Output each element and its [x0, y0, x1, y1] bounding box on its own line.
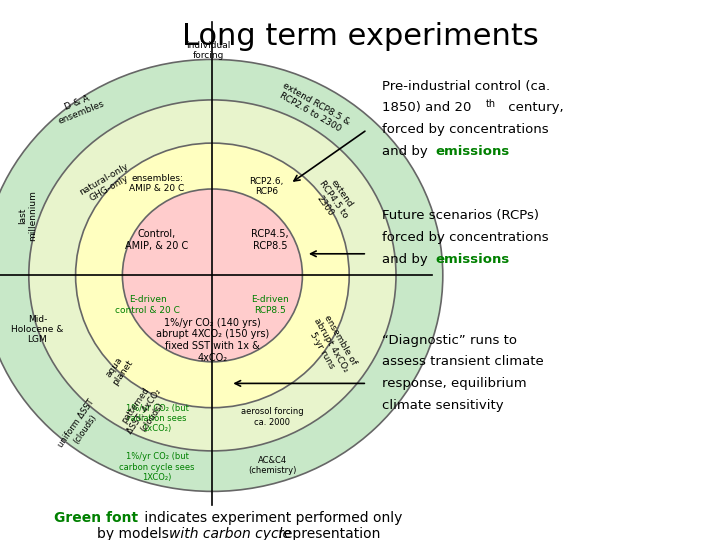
- Text: forced by concentrations: forced by concentrations: [382, 231, 548, 244]
- Text: Long term experiments: Long term experiments: [181, 22, 539, 51]
- Text: forced by concentrations: forced by concentrations: [382, 123, 548, 136]
- Text: 1%/yr CO₂ (but
carbon cycle sees
1XCO₂): 1%/yr CO₂ (but carbon cycle sees 1XCO₂): [120, 452, 194, 482]
- Text: RCP4.5,
RCP8.5: RCP4.5, RCP8.5: [251, 230, 289, 251]
- Text: ensemble of
abrupt 4xCO₂
5-yr runs: ensemble of abrupt 4xCO₂ 5-yr runs: [303, 312, 359, 380]
- Text: and by: and by: [382, 145, 431, 158]
- Text: extend RCP8.5 &
RCP2.6 to 2300: extend RCP8.5 & RCP2.6 to 2300: [275, 80, 351, 136]
- Ellipse shape: [76, 143, 349, 408]
- Text: patterned
ΔSST, 4xCO₂
(clouds): patterned ΔSST, 4xCO₂ (clouds): [117, 381, 171, 442]
- Text: E-driven
control & 20 C: E-driven control & 20 C: [115, 295, 180, 315]
- Text: RCP2.6,
RCP6: RCP2.6, RCP6: [249, 177, 284, 196]
- Text: Mid-
Holocene &
LGM: Mid- Holocene & LGM: [12, 314, 63, 345]
- Text: 1%/yr CO₂ (but
radiation sees
1xCO₂): 1%/yr CO₂ (but radiation sees 1xCO₂): [125, 403, 189, 434]
- Text: Future scenarios (RCPs): Future scenarios (RCPs): [382, 210, 539, 222]
- Text: with carbon cycle: with carbon cycle: [169, 526, 291, 540]
- Text: 1850) and 20: 1850) and 20: [382, 102, 471, 114]
- Text: aqua
planet: aqua planet: [102, 353, 135, 387]
- Text: Control,
AMIP, & 20 C: Control, AMIP, & 20 C: [125, 230, 189, 251]
- Text: assess transient climate: assess transient climate: [382, 355, 544, 368]
- Text: Pre-industrial control (ca.: Pre-industrial control (ca.: [382, 80, 550, 93]
- Text: by models: by models: [97, 526, 174, 540]
- Text: individual
forcing: individual forcing: [186, 41, 231, 60]
- Text: indicates experiment performed only: indicates experiment performed only: [140, 511, 402, 525]
- Text: extend
RCP4.5 to
2300: extend RCP4.5 to 2300: [309, 173, 358, 226]
- Text: last
millennium: last millennium: [18, 191, 37, 241]
- Ellipse shape: [0, 59, 443, 491]
- Text: th: th: [485, 99, 495, 109]
- Ellipse shape: [29, 100, 396, 451]
- Text: D & A
ensembles: D & A ensembles: [53, 90, 106, 126]
- Text: emissions: emissions: [436, 145, 510, 158]
- Text: and by: and by: [382, 253, 431, 266]
- Text: response, equilibrium: response, equilibrium: [382, 377, 526, 390]
- Text: representation: representation: [274, 526, 380, 540]
- Text: century,: century,: [504, 102, 564, 114]
- Text: 1%/yr CO₂ (140 yrs)
abrupt 4XCO₂ (150 yrs)
fixed SST with 1x &
4xCO₂: 1%/yr CO₂ (140 yrs) abrupt 4XCO₂ (150 yr…: [156, 318, 269, 362]
- Text: emissions: emissions: [436, 253, 510, 266]
- Ellipse shape: [122, 189, 302, 362]
- Text: uniform ΔSST
(clouds): uniform ΔSST (clouds): [56, 398, 105, 455]
- Text: E-driven
RCP8.5: E-driven RCP8.5: [251, 295, 289, 315]
- Text: natural-only
GHG-only: natural-only GHG-only: [78, 161, 135, 206]
- Text: Green font: Green font: [54, 511, 138, 525]
- Text: ensembles:
AMIP & 20 C: ensembles: AMIP & 20 C: [130, 174, 184, 193]
- Text: climate sensitivity: climate sensitivity: [382, 399, 503, 411]
- Text: aerosol forcing
ca. 2000: aerosol forcing ca. 2000: [241, 407, 303, 427]
- Text: AC&C4
(chemistry): AC&C4 (chemistry): [248, 456, 297, 475]
- Text: “Diagnostic” runs to: “Diagnostic” runs to: [382, 334, 517, 347]
